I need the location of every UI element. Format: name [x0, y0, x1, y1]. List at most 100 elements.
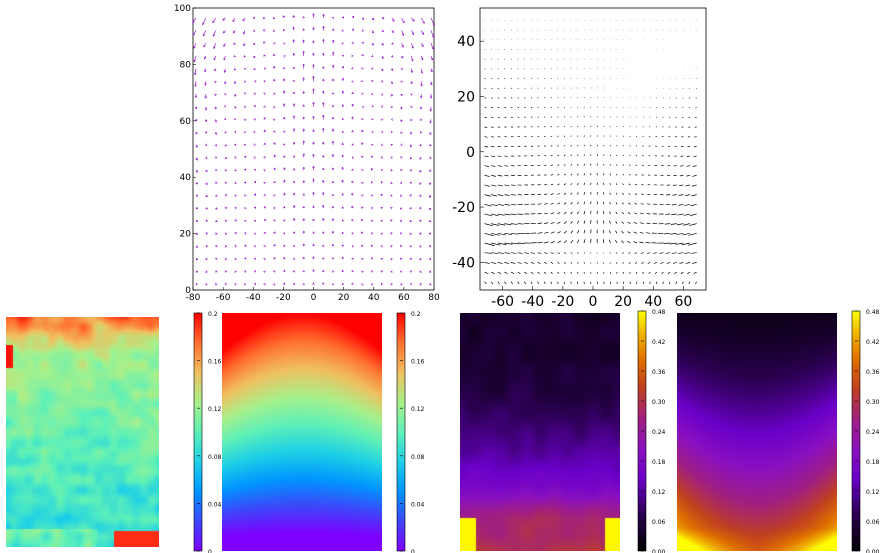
- quiver-arrow: [693, 271, 697, 275]
- quiver-arrow-head: [253, 131, 256, 134]
- quiver-arrow-head: [361, 283, 364, 286]
- quiver-arrow: [692, 165, 697, 167]
- quiver-arrow: [543, 271, 547, 274]
- quiver-arrow: [517, 262, 522, 264]
- quiver-arrow: [563, 183, 567, 186]
- quiver-arrow: [544, 203, 548, 205]
- quiver-arrow: [616, 154, 618, 157]
- quiver-arrow-head: [429, 132, 432, 135]
- quiver-arrow: [504, 262, 509, 264]
- quiver-arrow: [634, 202, 638, 205]
- quiver-arrow: [602, 229, 605, 234]
- quiver-arrow: [666, 262, 671, 264]
- quiver-arrow: [663, 242, 671, 244]
- quiver-arrow: [689, 223, 697, 226]
- quiver-arrow-head: [331, 78, 335, 81]
- quiver-arrow: [550, 231, 555, 234]
- x-tick-label: 0: [589, 294, 598, 310]
- quiver-arrow-head: [432, 23, 435, 26]
- quiver-arrow-head: [243, 270, 247, 273]
- quiver-arrow: [550, 164, 553, 166]
- quiver-arrow-head: [242, 31, 246, 35]
- y-tick-label: 100: [174, 4, 191, 14]
- quiver-arrow-head: [215, 181, 218, 185]
- quiver-arrow-head: [292, 192, 296, 195]
- quiver-arrow: [544, 222, 549, 224]
- quiver-arrow-head: [390, 81, 394, 85]
- quiver-arrow: [672, 184, 677, 186]
- quiver-arrow-head: [302, 28, 305, 31]
- quiver-arrow-head: [224, 131, 227, 134]
- quiver-arrow-head: [411, 46, 414, 49]
- quiver-arrow-head: [244, 181, 247, 184]
- quiver-arrow: [640, 212, 644, 215]
- quiver-arrow: [577, 173, 579, 176]
- quiver-arrow: [679, 174, 684, 177]
- quiver-arrow: [635, 164, 638, 166]
- quiver-arrow-head: [196, 206, 199, 210]
- quiver-arrow-head: [195, 145, 198, 148]
- quiver-arrow: [609, 262, 611, 264]
- quiver-arrow: [194, 68, 197, 75]
- quiver-arrow: [577, 125, 579, 128]
- quiver-arrow: [642, 271, 644, 274]
- quiver-arrow: [615, 183, 618, 186]
- quiver-arrow: [694, 126, 697, 128]
- quiver-arrow-head: [283, 42, 286, 45]
- quiver-arrow-head: [390, 94, 394, 97]
- quiver-arrow-head: [410, 70, 414, 73]
- quiver-arrow-head: [419, 206, 422, 210]
- quiver-arrow: [641, 193, 644, 195]
- quiver-arrow: [678, 194, 684, 196]
- quiver-arrow: [484, 145, 489, 148]
- quiver-arrow-head: [204, 69, 207, 73]
- quiver-arrow-head: [273, 167, 276, 170]
- quiver-arrow-head: [312, 129, 315, 132]
- quiver-arrow: [570, 239, 574, 244]
- quiver-arrow-head: [205, 270, 208, 273]
- quiver-arrow-head: [341, 142, 345, 146]
- quiver-arrow-head: [244, 219, 247, 223]
- quiver-arrow: [583, 210, 586, 215]
- quiver-arrow-head: [234, 143, 237, 147]
- quiver-arrow-head: [429, 156, 432, 159]
- quiver-arrow-head: [204, 108, 208, 111]
- quiver-arrow-head: [429, 257, 432, 261]
- quiver-arrow: [685, 174, 691, 177]
- colorbar-tick-label: 0: [208, 549, 212, 553]
- quiver-arrow: [680, 165, 684, 167]
- quiver-arrow-head: [253, 257, 256, 261]
- quiver-arrow-head: [401, 45, 404, 48]
- quiver-arrow-head: [400, 283, 403, 286]
- quiver-arrow: [675, 281, 678, 285]
- quiver-arrow: [484, 252, 492, 254]
- quiver-arrow: [686, 165, 691, 167]
- quiver-arrow-head: [222, 18, 225, 21]
- quiver-arrow-head: [205, 245, 208, 248]
- quiver-arrow-head: [263, 181, 266, 185]
- quiver-arrow: [550, 241, 555, 244]
- quiver-arrow-head: [341, 219, 345, 222]
- quiver-arrow-head: [421, 44, 424, 47]
- quiver-arrow: [570, 271, 573, 274]
- quiver-arrow-head: [223, 58, 226, 61]
- quiver-arrow: [609, 192, 611, 195]
- quiver-arrow: [635, 145, 638, 147]
- quiver-arrow-head: [312, 76, 315, 79]
- colorbar-tick-label: 0.00: [866, 549, 880, 553]
- quiver-arrow: [621, 230, 624, 234]
- quiver-arrow: [687, 271, 691, 274]
- quiver-arrow: [497, 203, 504, 206]
- colorbar-jet-right: 0.2 0.16 0.12 0.08 0.04 0: [396, 311, 425, 553]
- y-tick-label: 40: [457, 34, 475, 50]
- quiver-arrow: [192, 17, 197, 24]
- quiver-arrow: [420, 17, 425, 24]
- y-tick-label: 80: [180, 60, 192, 70]
- quiver-arrow-head: [263, 194, 266, 197]
- quiver-arrow: [583, 220, 586, 224]
- quiver-arrow-head: [322, 155, 325, 158]
- quiver-arrow: [544, 262, 547, 264]
- colorbar-tick-label: 0.30: [652, 399, 666, 406]
- quiver-arrow: [497, 252, 504, 254]
- quiver-arrow-head: [282, 219, 286, 222]
